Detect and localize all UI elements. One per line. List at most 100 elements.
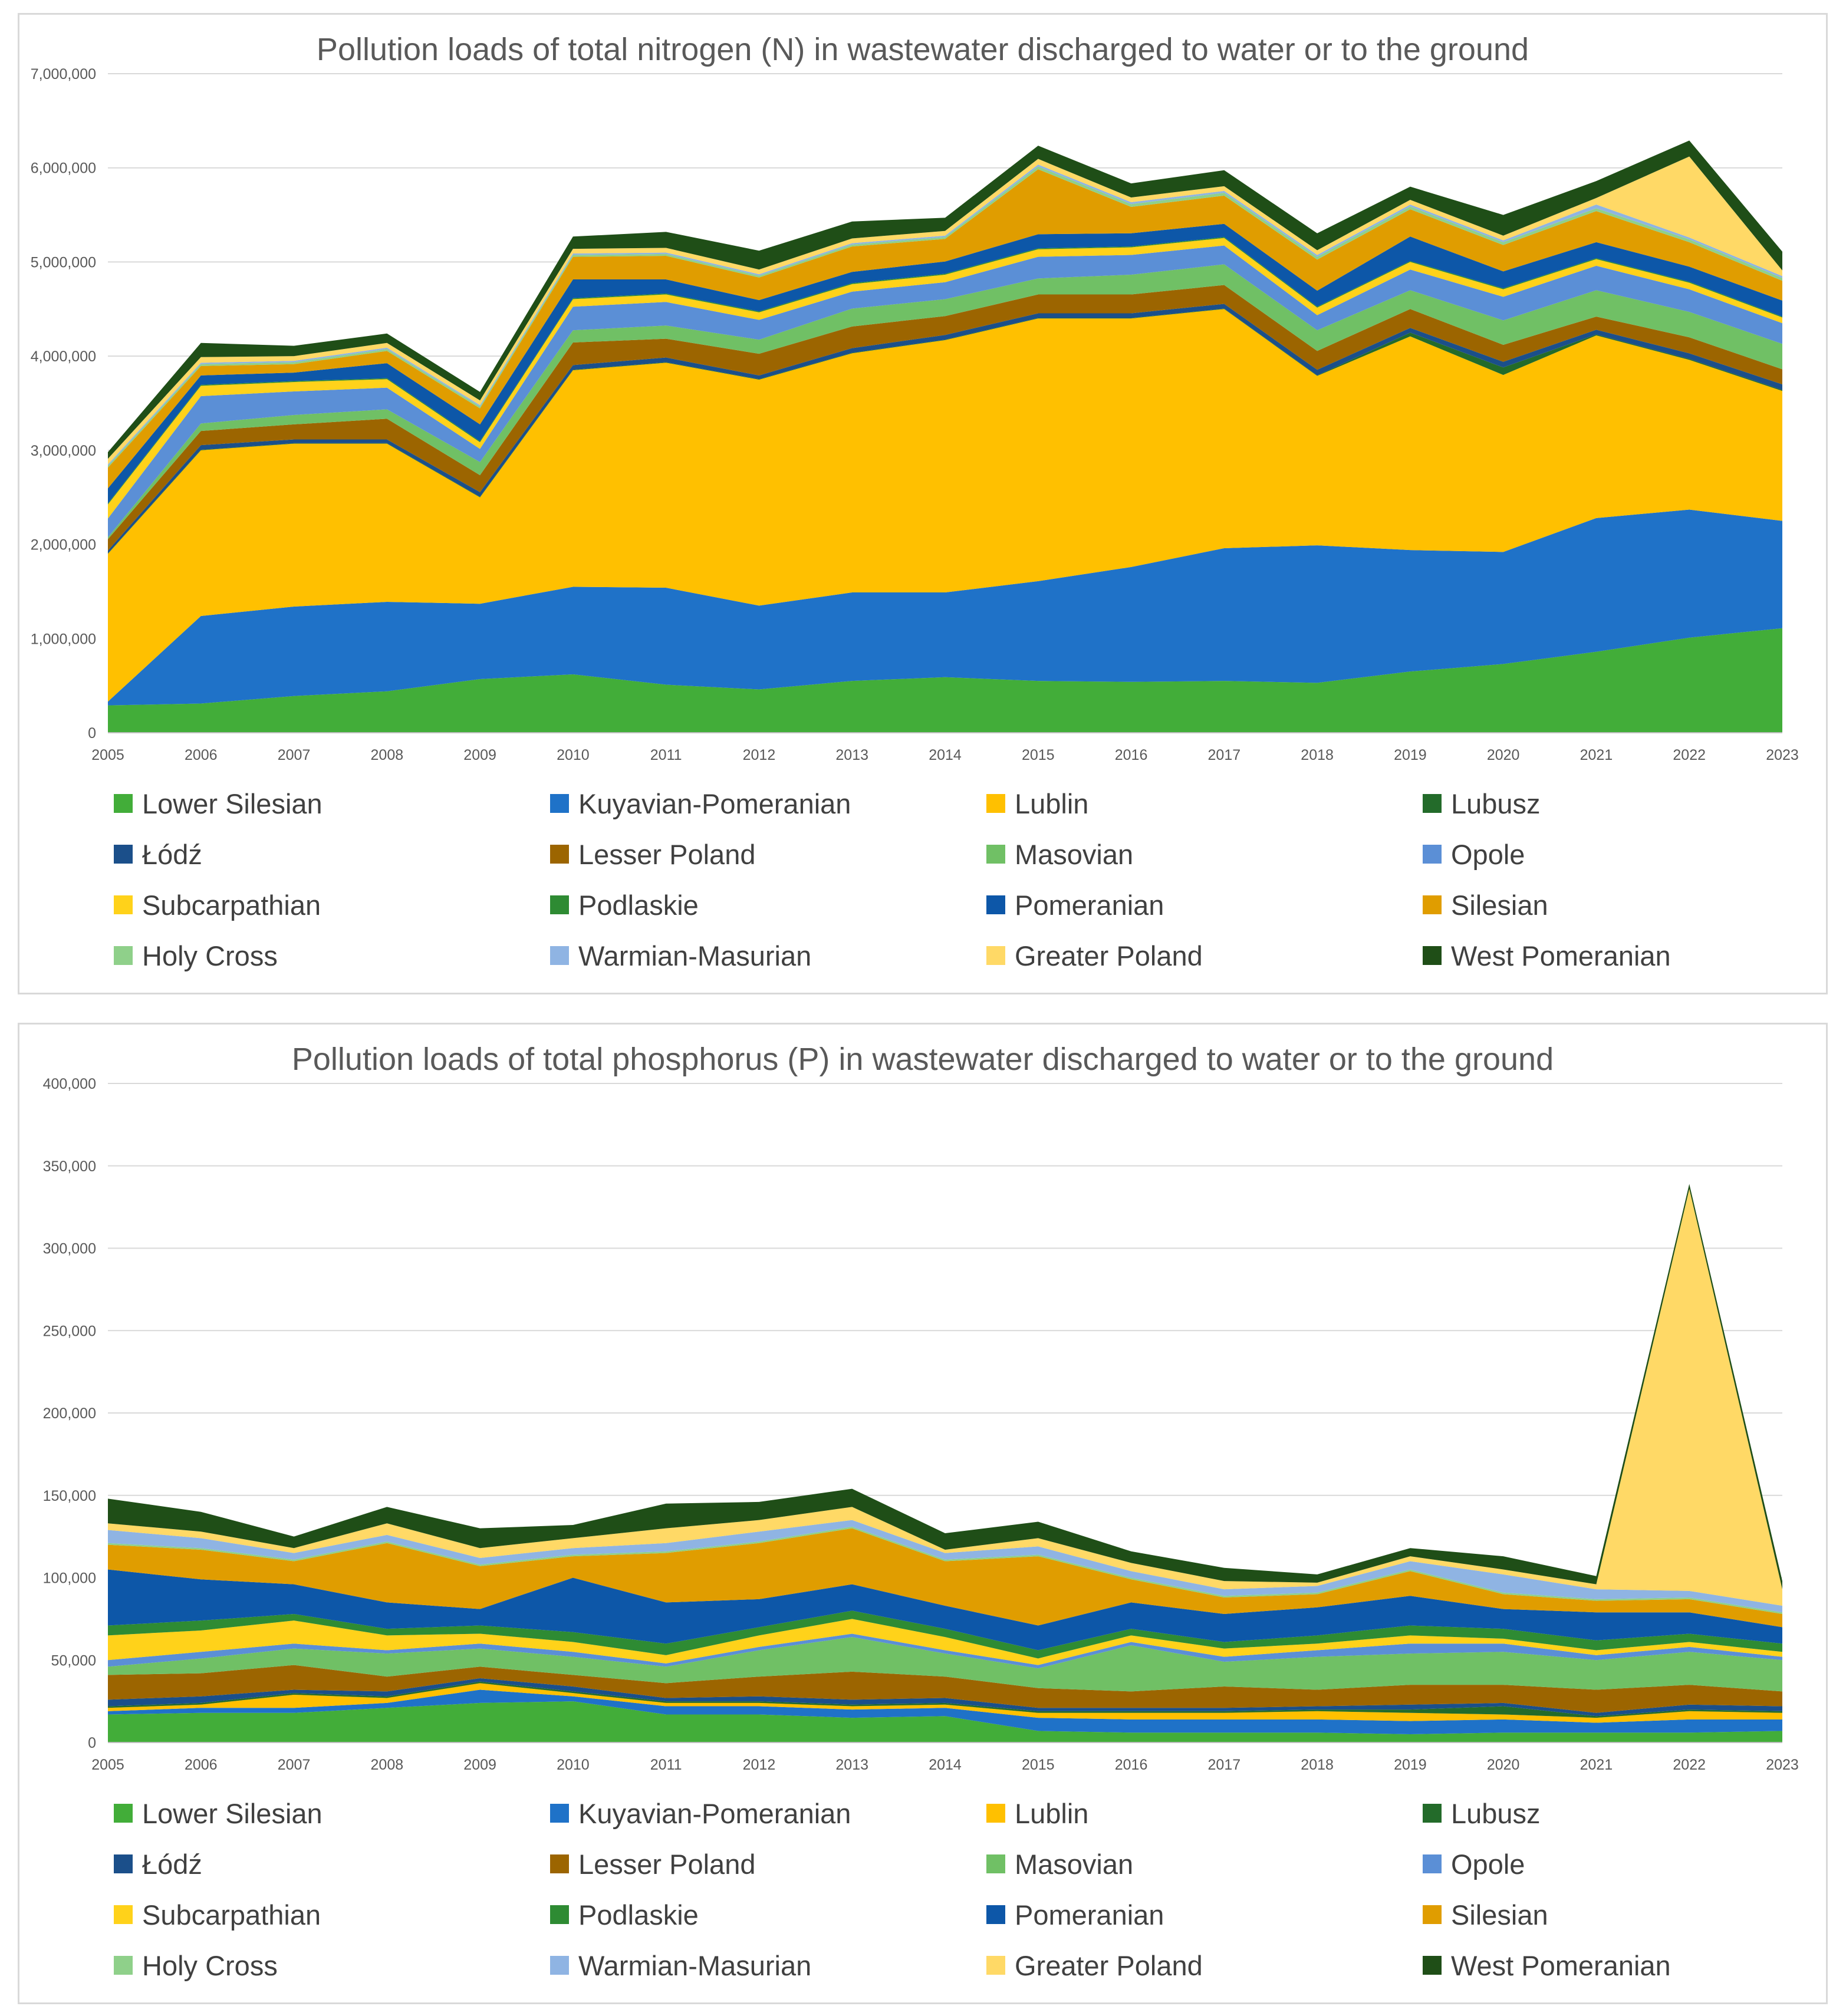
nitrogen-legend-label: Silesian	[1451, 889, 1548, 921]
phosphorus-legend-label: Warmian-Masurian	[578, 1949, 812, 1981]
phosphorus-legend-swatch	[986, 1854, 1005, 1873]
nitrogen-area-lublin	[108, 309, 1782, 702]
nitrogen-x-tick-label: 2019	[1394, 747, 1427, 763]
phosphorus-legend-item-west-pomeranian: West Pomeranian	[1423, 1946, 1846, 1985]
nitrogen-x-tick-label: 2015	[1022, 747, 1055, 763]
phosphorus-legend-item-warmian-masurian: Warmian-Masurian	[550, 1946, 986, 1985]
phosphorus-legend-label: Lesser Poland	[578, 1848, 756, 1880]
phosphorus-legend-label: Łódź	[142, 1848, 202, 1880]
nitrogen-area-subcarpathian	[108, 238, 1782, 519]
phosphorus-y-tick-label: 100,000	[43, 1570, 96, 1587]
phosphorus-x-tick-label: 2013	[835, 1757, 868, 1773]
phosphorus-legend-label: Pomeranian	[1015, 1899, 1164, 1931]
nitrogen-legend-label: Masovian	[1015, 838, 1134, 870]
phosphorus-area-greater-poland	[108, 1188, 1782, 1606]
nitrogen-x-tick-label: 2013	[835, 747, 868, 763]
nitrogen-y-tick-label: 5,000,000	[31, 254, 96, 271]
phosphorus-legend-item-greater-poland: Greater Poland	[986, 1946, 1423, 1985]
phosphorus-x-tick-label: 2017	[1208, 1757, 1241, 1773]
nitrogen-x-tick-label: 2008	[371, 747, 404, 763]
phosphorus-legend-label: Opole	[1451, 1848, 1525, 1880]
nitrogen-legend-item-lower-silesian: Lower Silesian	[114, 784, 550, 823]
nitrogen-chart-title: Pollution loads of total nitrogen (N) in…	[316, 32, 1529, 67]
phosphorus-legend-label: Lower Silesian	[142, 1797, 323, 1829]
phosphorus-legend-swatch	[986, 1804, 1005, 1823]
nitrogen-legend-swatch	[550, 845, 569, 864]
nitrogen-legend-swatch	[114, 946, 133, 965]
nitrogen-x-tick-label: 2010	[557, 747, 590, 763]
phosphorus-chart-legend: Lower Silesian Kuyavian-Pomeranian Lublin L…	[114, 1794, 1824, 1985]
phosphorus-area-podlaskie	[108, 1610, 1782, 1659]
nitrogen-area-kuyavian-pomeranian	[108, 509, 1782, 706]
phosphorus-legend-swatch	[550, 1956, 569, 1975]
phosphorus-y-tick-label: 250,000	[43, 1323, 96, 1339]
nitrogen-legend-item-kuyavian-pomeranian: Kuyavian-Pomeranian	[550, 784, 986, 823]
nitrogen-x-tick-label: 2017	[1208, 747, 1241, 763]
nitrogen-legend-label: Pomeranian	[1015, 889, 1164, 921]
phosphorus-legend-swatch	[550, 1905, 569, 1924]
phosphorus-x-tick-label: 2005	[91, 1757, 124, 1773]
nitrogen-legend-swatch	[1423, 895, 1442, 914]
phosphorus-legend-label: Lublin	[1015, 1797, 1089, 1829]
nitrogen-legend-label: Greater Poland	[1015, 940, 1203, 971]
nitrogen-legend-label: Holy Cross	[142, 940, 278, 971]
phosphorus-chart-title: Pollution loads of total phosphorus (P) …	[291, 1042, 1554, 1077]
phosphorus-chart-panel: Pollution loads of total phosphorus (P) …	[18, 1023, 1828, 2004]
nitrogen-legend-label: Lesser Poland	[578, 838, 756, 870]
nitrogen-area-opole	[108, 245, 1782, 538]
phosphorus-x-tick-label: 2023	[1766, 1757, 1799, 1773]
nitrogen-legend-item-greater-poland: Greater Poland	[986, 936, 1423, 975]
phosphorus-x-tick-label: 2016	[1115, 1757, 1148, 1773]
nitrogen-legend-swatch	[986, 946, 1005, 965]
nitrogen-legend-label: Lubusz	[1451, 788, 1541, 819]
phosphorus-x-tick-label: 2006	[185, 1757, 218, 1773]
phosphorus-legend-item-masovian: Masovian	[986, 1844, 1423, 1883]
phosphorus-x-tick-label: 2011	[650, 1757, 682, 1773]
nitrogen-legend-label: Łódź	[142, 838, 202, 870]
nitrogen-x-tick-label: 2022	[1673, 747, 1706, 763]
nitrogen-legend-item-warmian-masurian: Warmian-Masurian	[550, 936, 986, 975]
nitrogen-chart-panel: Pollution loads of total nitrogen (N) in…	[18, 13, 1828, 994]
nitrogen-legend-item-lodz: Łódź	[114, 835, 550, 874]
phosphorus-legend-label: West Pomeranian	[1451, 1949, 1671, 1981]
nitrogen-legend-item-masovian: Masovian	[986, 835, 1423, 874]
nitrogen-y-tick-label: 3,000,000	[31, 443, 96, 459]
nitrogen-x-tick-label: 2016	[1115, 747, 1148, 763]
nitrogen-legend-swatch	[550, 895, 569, 914]
phosphorus-legend-swatch	[1423, 1854, 1442, 1873]
phosphorus-legend-label: Silesian	[1451, 1899, 1548, 1931]
nitrogen-legend-swatch	[550, 794, 569, 813]
phosphorus-y-tick-label: 50,000	[51, 1652, 96, 1669]
nitrogen-legend-label: Opole	[1451, 838, 1525, 870]
nitrogen-x-tick-label: 2012	[743, 747, 776, 763]
phosphorus-area-silesian	[108, 1528, 1782, 1628]
phosphorus-area-pomeranian	[108, 1569, 1782, 1651]
nitrogen-x-tick-label: 2011	[650, 747, 682, 763]
nitrogen-legend-item-west-pomeranian: West Pomeranian	[1423, 936, 1846, 975]
phosphorus-x-tick-label: 2008	[371, 1757, 404, 1773]
nitrogen-x-tick-label: 2018	[1301, 747, 1334, 763]
phosphorus-legend-item-opole: Opole	[1423, 1844, 1846, 1883]
nitrogen-legend-swatch	[986, 895, 1005, 914]
phosphorus-area-lublin	[108, 1683, 1782, 1723]
nitrogen-legend-swatch	[1423, 794, 1442, 813]
nitrogen-legend-label: Lower Silesian	[142, 788, 323, 819]
phosphorus-legend-label: Podlaskie	[578, 1899, 699, 1931]
nitrogen-x-tick-label: 2007	[278, 747, 311, 763]
phosphorus-legend-label: Kuyavian-Pomeranian	[578, 1797, 851, 1829]
phosphorus-area-lodz	[108, 1678, 1782, 1717]
phosphorus-legend-item-kuyavian-pomeranian: Kuyavian-Pomeranian	[550, 1794, 986, 1833]
nitrogen-x-tick-label: 2021	[1580, 747, 1613, 763]
phosphorus-x-tick-label: 2015	[1022, 1757, 1055, 1773]
nitrogen-legend-item-lublin: Lublin	[986, 784, 1423, 823]
nitrogen-legend-item-subcarpathian: Subcarpathian	[114, 885, 550, 924]
nitrogen-x-tick-label: 2020	[1487, 747, 1520, 763]
nitrogen-y-tick-label: 1,000,000	[31, 631, 96, 647]
nitrogen-area-podlaskie	[108, 237, 1782, 505]
nitrogen-y-tick-label: 2,000,000	[31, 537, 96, 554]
nitrogen-x-tick-label: 2009	[463, 747, 496, 763]
nitrogen-legend-item-holy-cross: Holy Cross	[114, 936, 550, 975]
phosphorus-y-tick-label: 400,000	[43, 1076, 96, 1092]
nitrogen-legend-swatch	[114, 895, 133, 914]
nitrogen-chart-plot: 0 1,000,000 2,000,000 3,000,000 4,000,000 5,0…	[31, 66, 1799, 763]
